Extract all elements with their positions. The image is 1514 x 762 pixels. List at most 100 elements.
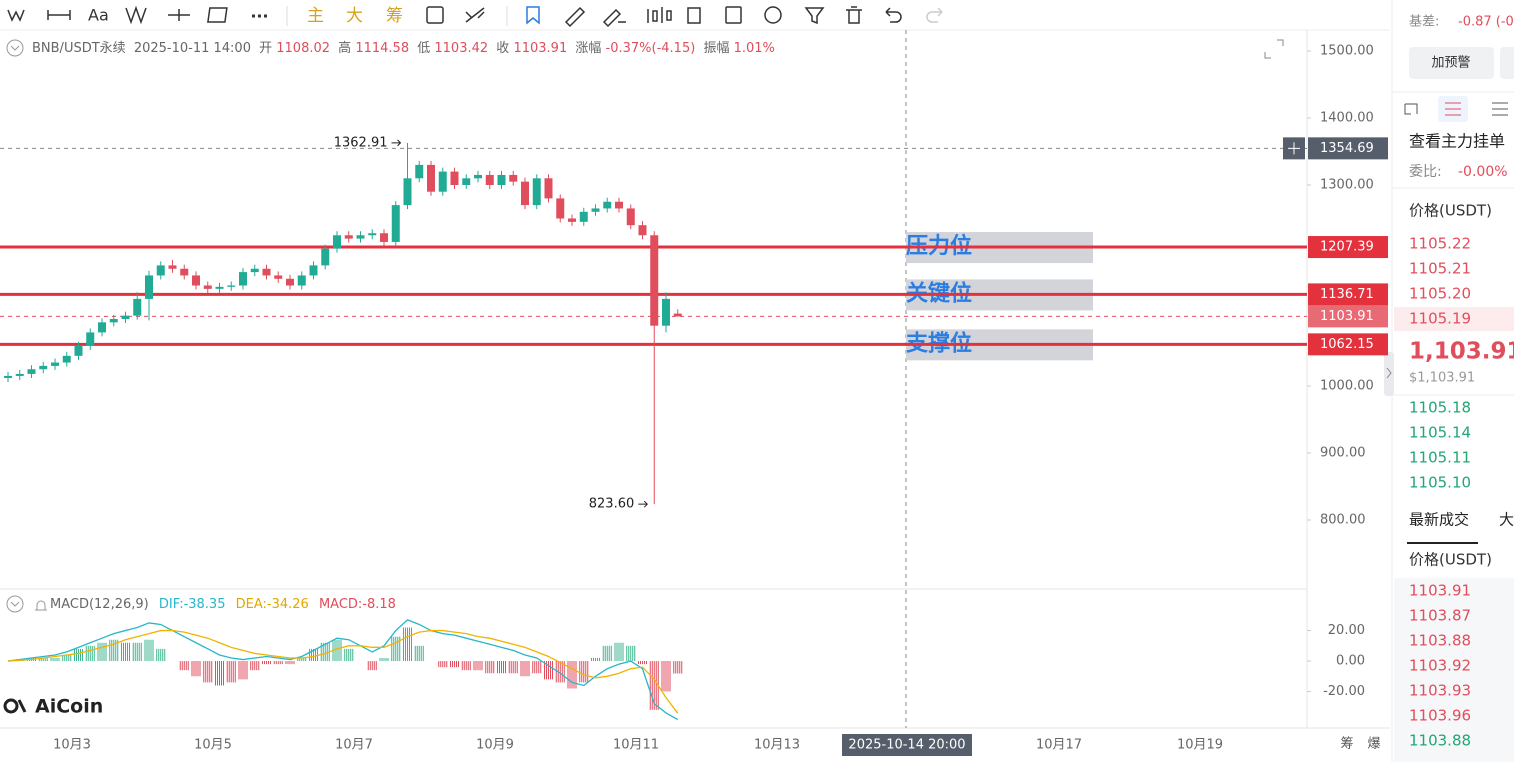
candle-body xyxy=(192,275,200,286)
tool-magnet[interactable] xyxy=(465,7,485,23)
tool-rect[interactable] xyxy=(207,7,228,23)
collapse-icon[interactable] xyxy=(6,595,24,613)
candle-body xyxy=(650,235,659,326)
current-price: 1103.91 xyxy=(1320,309,1374,324)
x-tick-label: 10月11 xyxy=(613,738,659,753)
crosshair-time: 2025-10-14 20:00 xyxy=(848,738,965,753)
candle-body xyxy=(180,268,189,276)
label: 开 xyxy=(259,41,272,56)
tool-bookmark[interactable] xyxy=(526,6,540,25)
basis-label: 基差: xyxy=(1409,15,1439,30)
candle-body xyxy=(591,208,600,212)
tab-icon[interactable] xyxy=(1404,103,1418,115)
candle-body xyxy=(145,275,153,299)
tool-delete[interactable] xyxy=(846,6,862,24)
candle-body xyxy=(98,322,106,333)
ask-price: 1105.22 xyxy=(1409,235,1471,253)
current-price-box xyxy=(1308,305,1388,328)
candle-body xyxy=(239,272,247,286)
toolbar: Aa 主 大 筹 xyxy=(7,5,943,28)
candle-body xyxy=(133,298,142,316)
side-panel-content: 基差: -0.87 (-0 加预警 查看主力挂单 委比: -0.00% 价格(U… xyxy=(1392,15,1514,762)
trades-tab[interactable]: 最新成交 xyxy=(1409,511,1469,529)
candle-body xyxy=(615,201,623,209)
extreme-arrow xyxy=(391,139,402,147)
tool-fib[interactable] xyxy=(125,5,147,25)
tool-candle[interactable] xyxy=(647,7,672,23)
collapse-handle[interactable] xyxy=(1384,352,1394,396)
extreme-arrow xyxy=(638,500,648,508)
tool-wave[interactable] xyxy=(7,9,25,22)
trades-price-header: 价格(USDT) xyxy=(1409,551,1492,569)
tool-brush[interactable] xyxy=(564,6,586,28)
tool-text[interactable]: Aa xyxy=(88,6,109,25)
chip-toggle[interactable]: 筹 xyxy=(1340,736,1353,752)
tool-cross[interactable] xyxy=(168,9,190,21)
candle-body xyxy=(4,375,12,378)
header-line: BNB/USDT永续 2025-10-11 14:00 开 1108.02 高 … xyxy=(32,40,775,56)
candle-body xyxy=(168,265,177,269)
candle-body xyxy=(450,171,459,185)
tab-icon[interactable] xyxy=(1492,102,1508,116)
candle-body xyxy=(568,218,576,222)
candle-body xyxy=(368,233,377,236)
ask-price: 1105.20 xyxy=(1409,285,1471,303)
big-tab[interactable]: 大 xyxy=(1499,511,1514,529)
tool-pen[interactable] xyxy=(602,8,626,28)
logo-text: AiCoin xyxy=(35,696,103,718)
candle-body xyxy=(74,345,83,356)
order-book: 1105.22 1105.21 1105.20 1105.19 1105.18 1105.… xyxy=(1409,235,1471,750)
tool-undo[interactable] xyxy=(885,7,902,23)
open: 1108.02 xyxy=(276,41,330,56)
candle-body xyxy=(626,208,635,226)
trade-price: 1103.87 xyxy=(1409,607,1471,625)
tool-chip[interactable]: 筹 xyxy=(386,6,403,26)
collapse-icon[interactable] xyxy=(6,39,24,57)
fullscreen-icon[interactable] xyxy=(1264,39,1284,59)
tool-filter[interactable] xyxy=(804,7,825,25)
candle-body xyxy=(415,164,424,179)
x-tick-label: 10月9 xyxy=(476,738,514,753)
tool-main[interactable]: 主 xyxy=(307,6,324,26)
macd-name: MACD(12,26,9) xyxy=(50,597,149,612)
alert-icon[interactable] xyxy=(35,600,47,611)
collapse-arrow xyxy=(1386,367,1392,379)
trade-price: 1103.88 xyxy=(1409,632,1471,650)
symbol: BNB/USDT永续 xyxy=(32,41,126,56)
alert-button-text[interactable]: 加预警 xyxy=(1431,55,1470,71)
time: 2025-10-11 14:00 xyxy=(134,41,251,56)
candle-body xyxy=(497,174,506,185)
ask-price: 1105.21 xyxy=(1409,260,1471,278)
candle-body xyxy=(403,178,412,206)
ask-highlight xyxy=(1394,307,1514,331)
candle-body xyxy=(62,355,71,363)
tab-icon xyxy=(1445,102,1461,116)
depth-title[interactable]: 查看主力挂单 xyxy=(1409,132,1505,151)
tool-clip[interactable] xyxy=(687,7,701,24)
logo-mark xyxy=(3,698,19,714)
crosshair-price: 1354.69 xyxy=(1320,141,1374,156)
level-price-box xyxy=(1308,283,1388,306)
chart: 1500.00 1400.00 1300.00 1000.00 900.00 800.00… xyxy=(0,30,1388,756)
crosshair-price-box xyxy=(1308,137,1388,160)
tool-sync[interactable] xyxy=(426,6,444,24)
tool-note[interactable] xyxy=(725,6,742,24)
tool-line[interactable] xyxy=(47,10,71,20)
level-price-box xyxy=(1308,236,1388,259)
trades-bg xyxy=(1394,578,1514,762)
candle-body xyxy=(309,265,318,276)
tool-big[interactable]: 大 xyxy=(346,6,363,26)
y-tick-label: 1500.00 xyxy=(1320,43,1374,58)
candle-body xyxy=(579,211,588,222)
close: 1103.91 xyxy=(513,41,567,56)
x-tick-label: 10月7 xyxy=(335,738,373,753)
ratio-label: 委比: xyxy=(1409,164,1442,180)
tool-link[interactable] xyxy=(764,6,782,24)
button[interactable] xyxy=(1500,47,1514,79)
liq-toggle[interactable]: 爆 xyxy=(1367,737,1380,752)
tool-redo[interactable] xyxy=(926,7,943,23)
alert-button[interactable] xyxy=(1409,47,1494,79)
bid-price: 1105.10 xyxy=(1409,474,1471,492)
